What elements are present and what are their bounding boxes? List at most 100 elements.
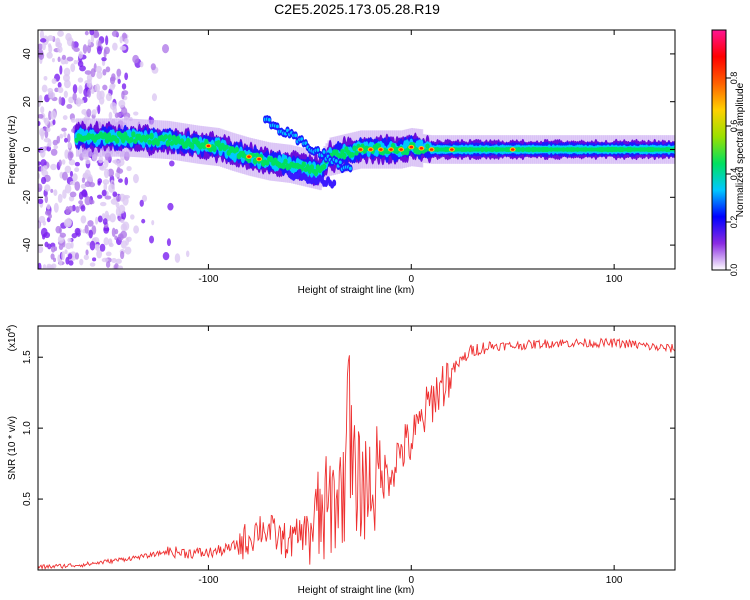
noise-blob xyxy=(151,93,158,102)
noise-blob xyxy=(96,194,103,199)
noise-blob xyxy=(118,99,126,108)
noise-blob xyxy=(50,148,58,156)
ridge-mark xyxy=(321,163,327,170)
ridge-mark xyxy=(423,148,428,153)
noise-blob xyxy=(59,65,63,75)
branch-core xyxy=(316,148,320,152)
noise-blob xyxy=(103,49,107,59)
noise-blob xyxy=(61,159,66,165)
noise-blob xyxy=(61,54,67,60)
noise-blob xyxy=(105,35,109,46)
noise-blob xyxy=(40,176,47,185)
noise-blob xyxy=(96,71,103,79)
branch-core xyxy=(267,118,271,122)
ridge-mark xyxy=(147,139,152,145)
noise-blob xyxy=(120,219,125,224)
noise-blob xyxy=(66,104,73,109)
noise-blob xyxy=(54,87,59,93)
noise-blob xyxy=(87,88,92,98)
noise-blob xyxy=(104,210,110,221)
spectrogram-ytick-label: 0 xyxy=(22,146,33,152)
noise-blob xyxy=(91,109,97,116)
noise-blob xyxy=(124,72,129,81)
noise-blob xyxy=(96,249,103,259)
snr-ytick-label: 1.0 xyxy=(22,421,33,435)
noise-blob xyxy=(97,104,101,115)
noise-blob xyxy=(109,213,116,223)
noise-blob xyxy=(51,78,57,85)
branch-core xyxy=(334,159,338,163)
ridge-peak-core xyxy=(379,148,383,151)
noise-blob xyxy=(53,257,57,263)
noise-blob xyxy=(78,200,84,205)
noise-blob xyxy=(85,159,91,165)
noise-blob xyxy=(87,220,94,227)
noise-blob xyxy=(119,36,123,44)
noise-blob xyxy=(94,83,101,93)
ridge-mark xyxy=(114,137,120,144)
noise-blob xyxy=(102,179,110,185)
noise-blob xyxy=(70,63,76,73)
branch-core xyxy=(348,166,352,171)
noise-blob xyxy=(67,141,72,149)
ridge-mark xyxy=(246,157,252,164)
noise-blob xyxy=(139,199,144,207)
noise-blob xyxy=(38,187,42,193)
noise-blob xyxy=(64,137,68,143)
noise-blob xyxy=(88,229,93,239)
noise-blob xyxy=(115,206,121,217)
noise-blob xyxy=(48,91,56,99)
noise-blob xyxy=(90,200,95,205)
noise-blob xyxy=(75,205,80,213)
ridge-mark xyxy=(149,132,154,140)
ridge-mark xyxy=(342,152,347,160)
colorbar-ticks: 0.0 0.2 0.4 0.6 0.8 xyxy=(711,29,739,276)
noise-blob xyxy=(103,182,108,191)
noise-blob xyxy=(44,117,50,126)
ridge-mark xyxy=(131,131,136,138)
spectrogram-xtick-label: 0 xyxy=(408,274,414,285)
noise-blob xyxy=(69,191,77,198)
noise-blob xyxy=(120,223,128,232)
noise-blob xyxy=(72,92,77,101)
noise-blob xyxy=(38,48,44,58)
noise-blob xyxy=(52,119,56,126)
noise-blob xyxy=(109,76,116,85)
noise-blob xyxy=(61,251,65,261)
ridge-peak-core xyxy=(358,148,363,151)
noise-blob xyxy=(47,243,52,250)
noise-blob xyxy=(150,63,156,71)
snr-xtick-label: 0 xyxy=(408,575,414,586)
spectrogram-ticks: -100 0 100 -40 -20 0 20 40 xyxy=(22,30,675,285)
noise-blob xyxy=(95,65,102,73)
branch-mark xyxy=(332,179,337,187)
noise-blob xyxy=(121,90,125,100)
noise-blob xyxy=(38,43,43,50)
noise-blob xyxy=(107,238,113,247)
noise-blob xyxy=(103,227,110,232)
noise-blob xyxy=(126,166,132,172)
noise-blob xyxy=(90,68,96,78)
noise-blob xyxy=(56,135,61,144)
noise-blob xyxy=(64,165,72,174)
snr-ytick-label: 0.5 xyxy=(22,492,33,506)
snr-ylabel: SNR (10 * v/v) xyxy=(7,416,18,480)
noise-blob xyxy=(133,111,139,116)
noise-blob xyxy=(64,149,69,159)
noise-blob xyxy=(63,131,67,138)
noise-blob xyxy=(117,78,121,84)
noise-blob xyxy=(117,265,123,269)
snr-frame xyxy=(37,325,676,571)
noise-blob xyxy=(111,257,117,264)
noise-blob xyxy=(46,51,53,59)
noise-blob xyxy=(97,180,101,186)
noise-blob xyxy=(102,68,107,76)
noise-blob xyxy=(74,252,80,260)
noise-blob xyxy=(114,172,120,178)
noise-blob xyxy=(50,188,54,193)
ridge-mark xyxy=(309,164,315,171)
noise-blob xyxy=(168,160,175,167)
noise-blob xyxy=(39,38,47,43)
noise-blob xyxy=(77,99,85,105)
